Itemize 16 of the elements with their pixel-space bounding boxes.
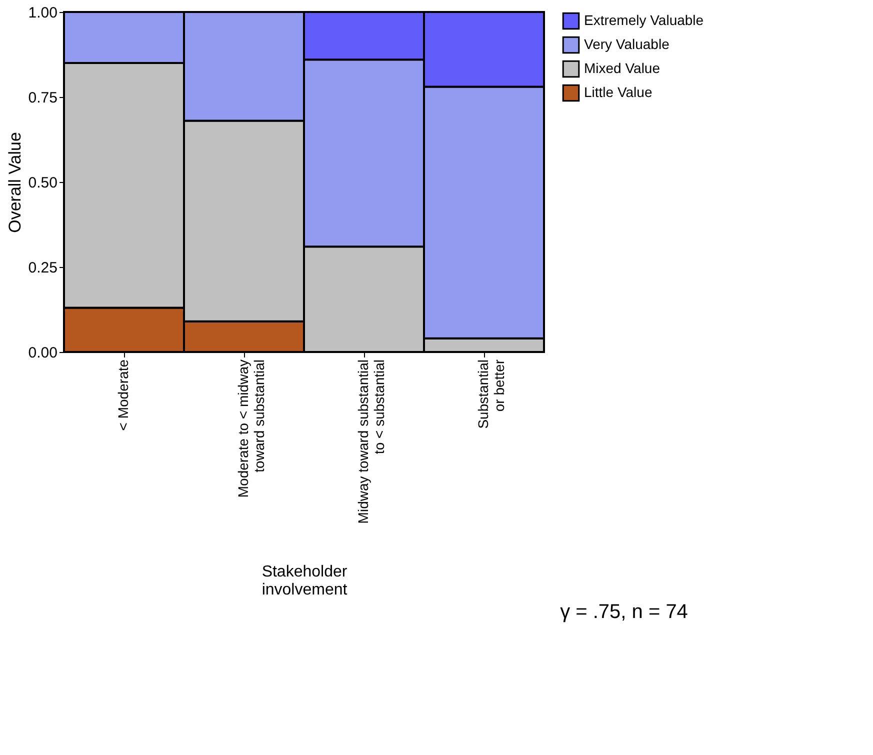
legend-label: Little Value xyxy=(584,84,652,100)
x-tick-label: Midway toward substantial to < substantial xyxy=(355,360,387,524)
x-axis-title: Stakeholder involvement xyxy=(262,564,348,599)
y-tick-label: 1.00 xyxy=(28,4,58,22)
x-tick-label: Substantial or better xyxy=(475,359,507,429)
x-tick-label: Moderate to < midway toward substantial xyxy=(235,360,267,498)
text: γ = .75, n = 74 xyxy=(560,601,688,623)
y-tick-label: 0.50 xyxy=(28,174,58,192)
y-tick-label: 0.25 xyxy=(28,260,58,276)
legend-label: Very Valuable xyxy=(584,36,670,52)
y-tick-label: 0.00 xyxy=(28,344,58,362)
y-tick-label: 0.75 xyxy=(28,90,58,106)
x-tick-label: < Moderate xyxy=(115,359,131,431)
legend-label: Extremely Valuable xyxy=(584,12,704,28)
legend-label: Mixed Value xyxy=(584,60,660,76)
y-axis-title: Overall Value xyxy=(5,132,24,233)
